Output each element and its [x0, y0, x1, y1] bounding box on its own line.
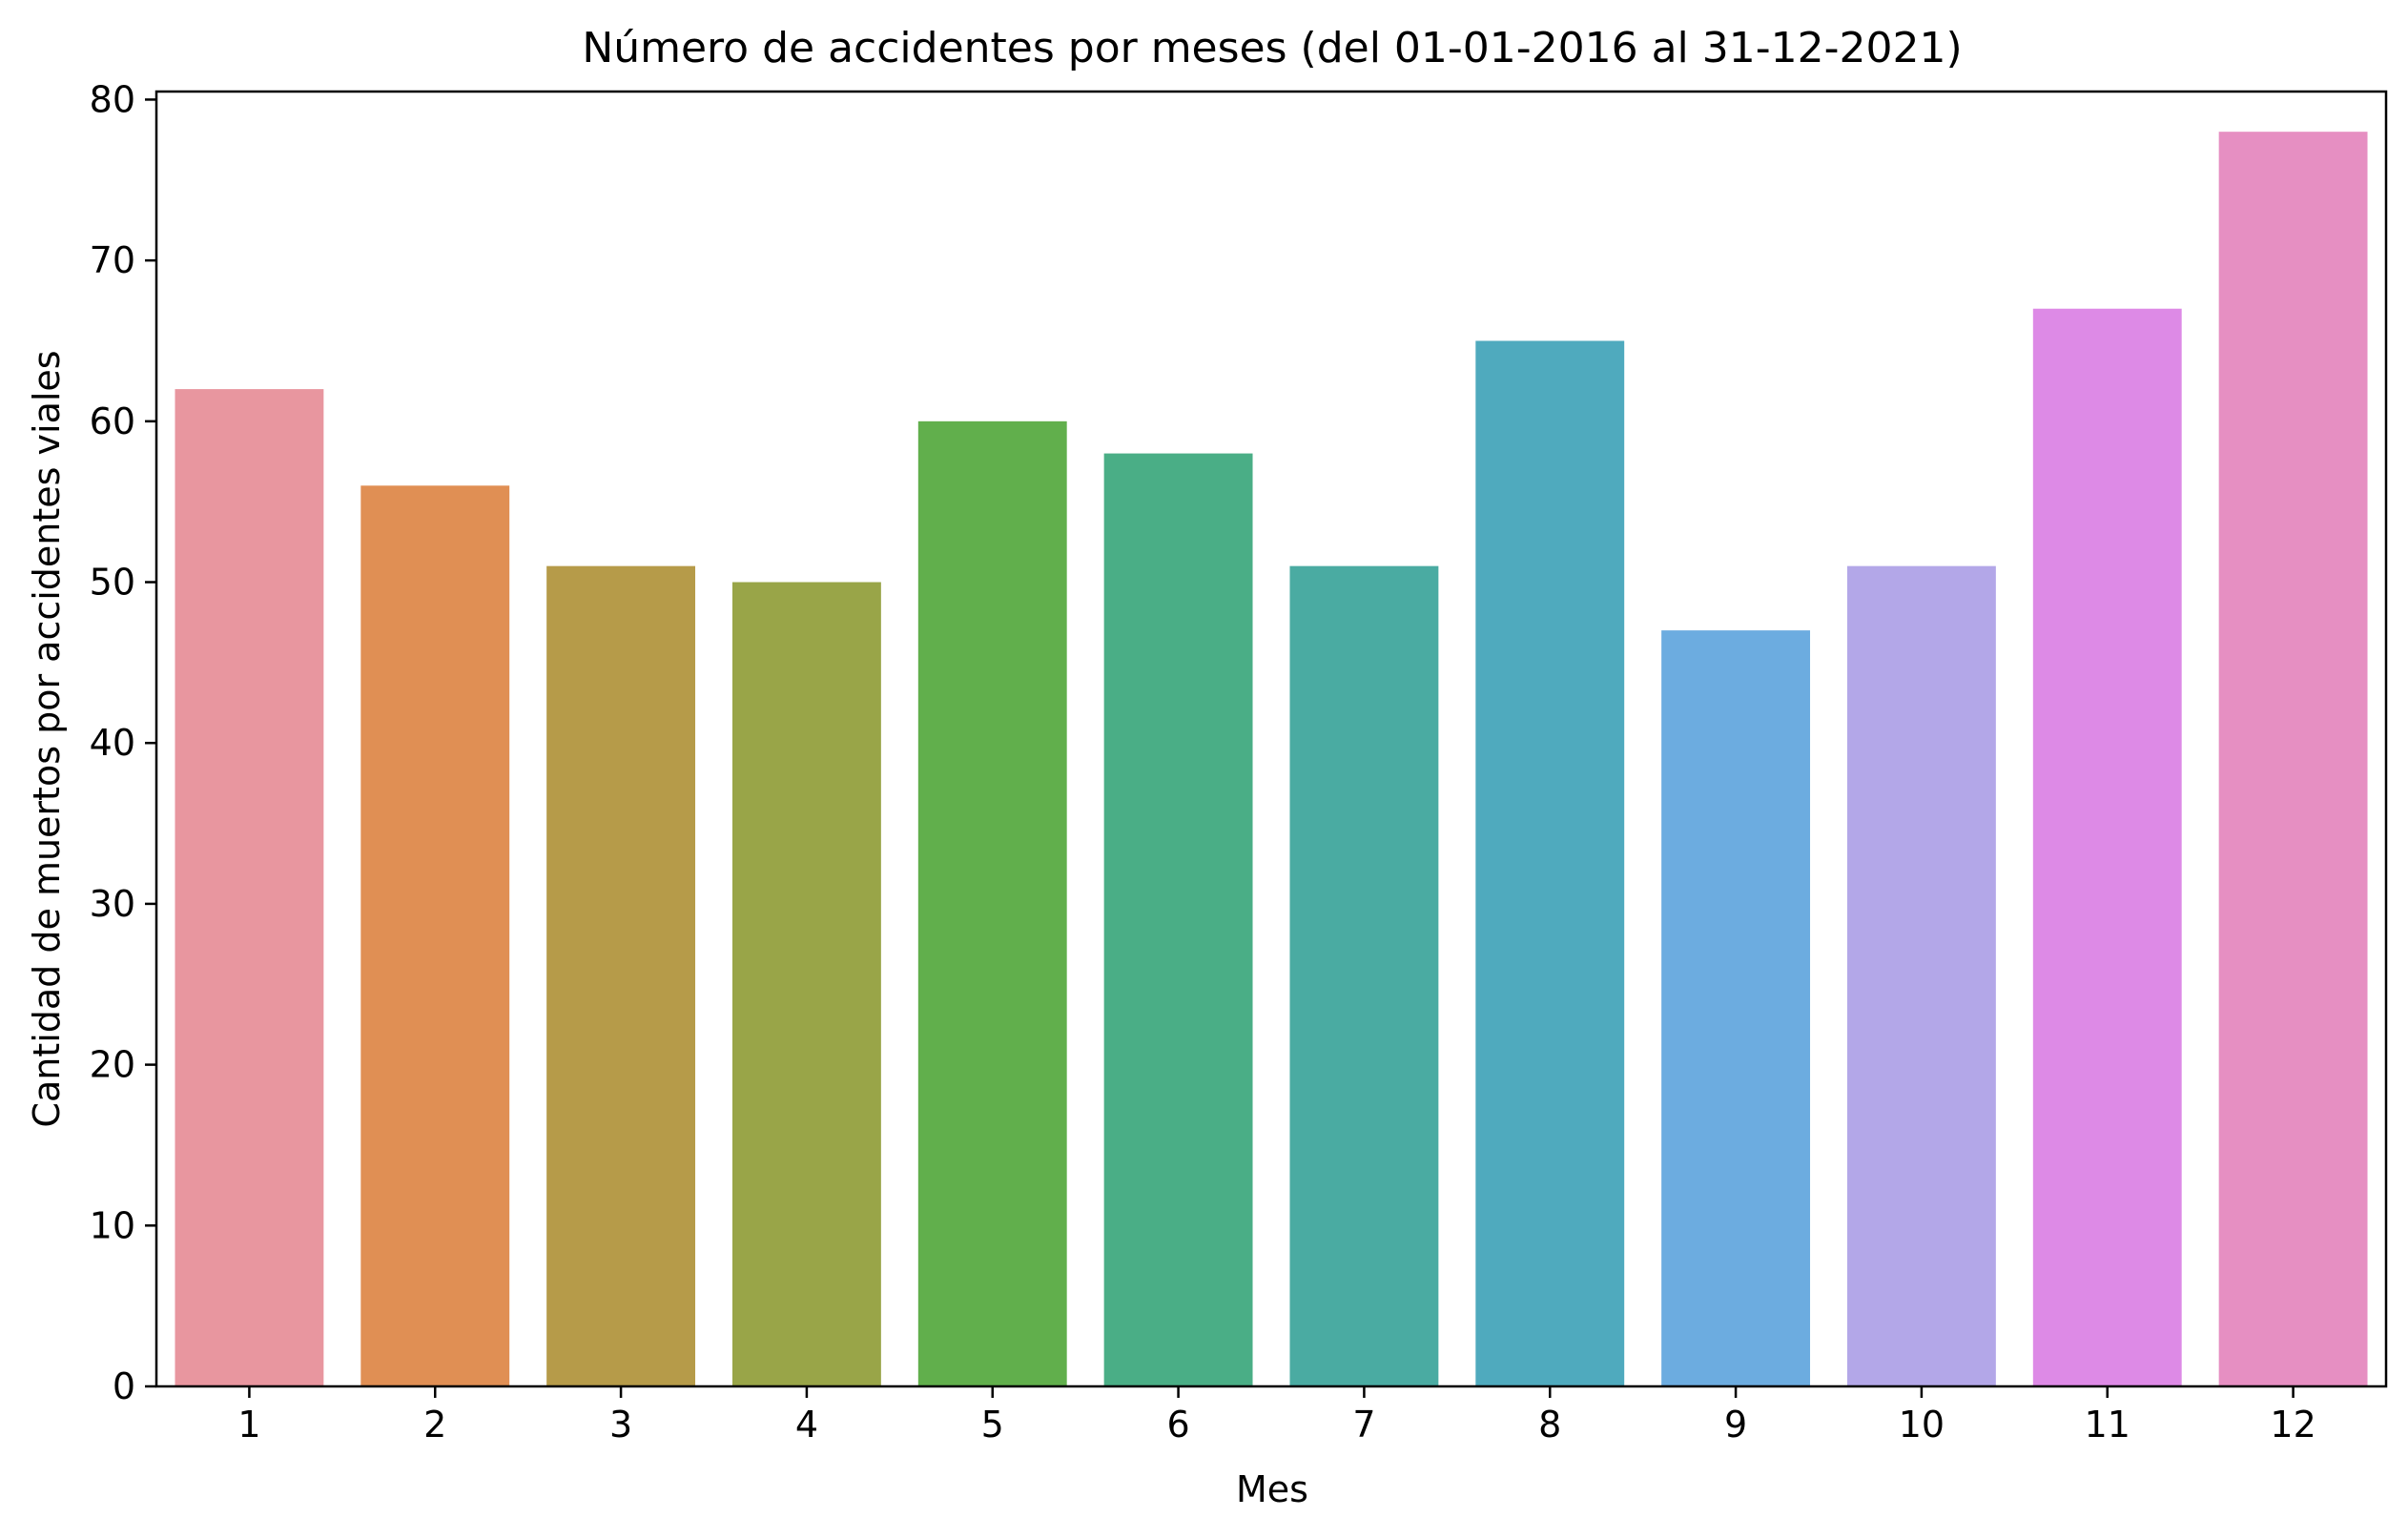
x-tick-label: 2 [423, 1404, 446, 1446]
y-tick-label: 50 [90, 562, 135, 604]
x-tick-label: 8 [1538, 1404, 1561, 1446]
bars-group [175, 132, 2368, 1387]
bar-month-2 [360, 485, 510, 1387]
x-tick-label: 4 [795, 1404, 818, 1446]
y-tick-label: 30 [90, 883, 135, 925]
bar-month-3 [546, 565, 696, 1386]
bar-month-6 [1103, 453, 1253, 1387]
x-ticks-group: 1 2 3 4 5 6 7 8 9 10 11 12 [237, 1386, 2316, 1446]
y-tick-label: 70 [90, 239, 135, 281]
bar-month-9 [1661, 630, 1811, 1386]
bar-month-4 [731, 582, 881, 1386]
x-tick-label: 5 [981, 1404, 1004, 1446]
x-tick-label: 1 [237, 1404, 260, 1446]
y-tick-label: 80 [90, 78, 135, 120]
y-axis-label: Cantidad de muertos por accidentes viale… [26, 350, 68, 1127]
plot-frame [154, 90, 2388, 1388]
bar-month-10 [1846, 565, 1996, 1386]
x-tick-label: 6 [1166, 1404, 1189, 1446]
x-tick-label: 12 [2270, 1404, 2315, 1446]
y-tick-label: 20 [90, 1044, 135, 1086]
chart-title: Número de accidentes por meses (del 01-0… [582, 24, 1962, 72]
bar-month-11 [2032, 308, 2182, 1386]
y-tick-label: 60 [90, 400, 135, 442]
y-tick-label: 0 [113, 1365, 135, 1407]
x-tick-label: 9 [1724, 1404, 1747, 1446]
bar-month-12 [2218, 132, 2368, 1386]
x-axis-label: Mes [1236, 1468, 1308, 1510]
bar-month-7 [1289, 565, 1439, 1386]
bar-month-8 [1475, 340, 1625, 1386]
bar-month-5 [917, 420, 1067, 1387]
y-tick-label: 10 [90, 1204, 135, 1246]
bar-month-1 [175, 389, 324, 1387]
x-tick-label: 7 [1352, 1404, 1375, 1446]
y-tick-label: 40 [90, 722, 135, 764]
x-tick-label: 11 [2085, 1404, 2130, 1446]
y-ticks-group: 0 10 20 30 40 50 60 70 80 [90, 78, 156, 1407]
x-tick-label: 3 [609, 1404, 632, 1446]
x-tick-label: 10 [1899, 1404, 1945, 1446]
